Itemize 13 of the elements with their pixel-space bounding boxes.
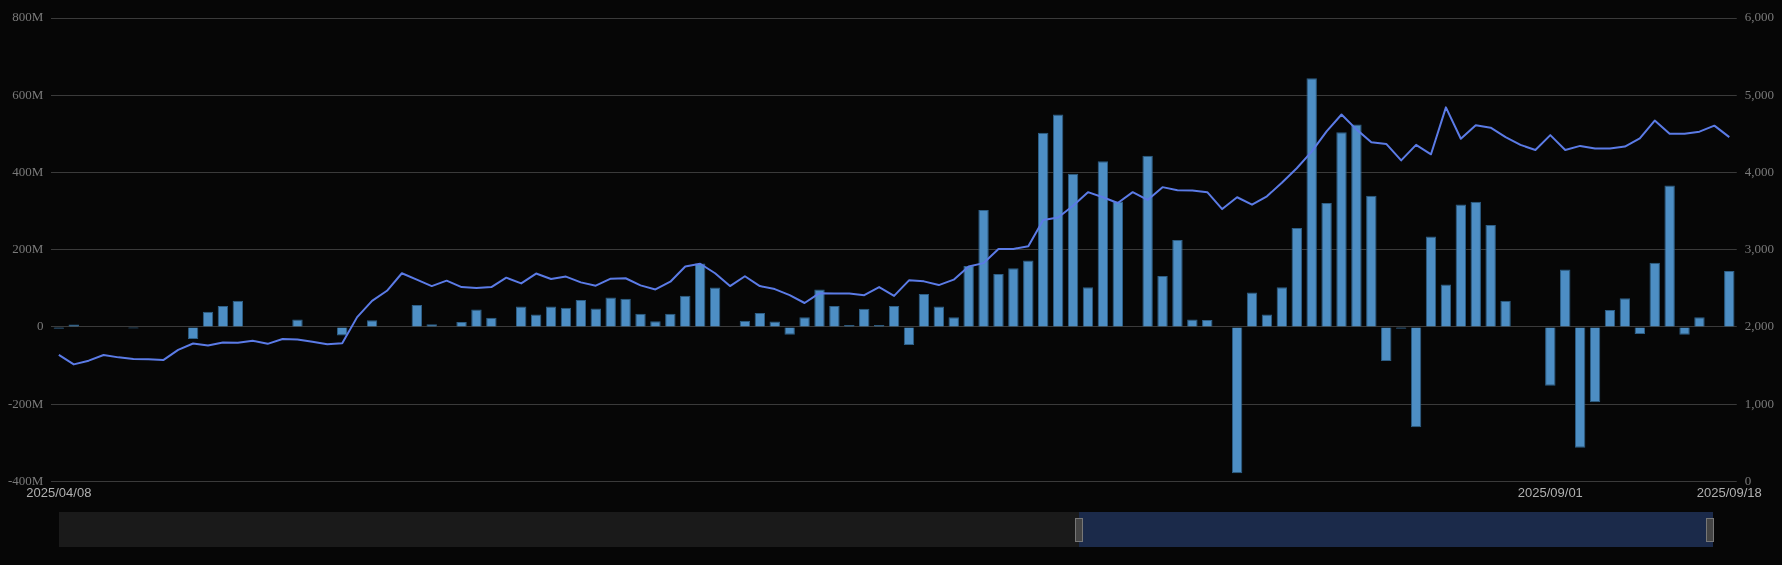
y-tick-label: -200M <box>8 395 44 411</box>
y2-tick-label: 6,000 <box>1744 9 1774 25</box>
x-tick-label: 2025/09/01 <box>1517 484 1583 500</box>
y2-tick-label: 2,000 <box>1744 318 1774 334</box>
y-tick-label: 600M <box>12 86 44 102</box>
y2-tick-label: 1,000 <box>1744 395 1774 411</box>
y2-tick-label: 4,000 <box>1744 163 1774 179</box>
y-tick-label: 0 <box>36 318 44 334</box>
y2-tick-label: 5,000 <box>1744 86 1774 102</box>
y2-tick-label: 3,000 <box>1744 241 1774 257</box>
y-tick-label: 400M <box>12 163 44 179</box>
y-tick-label: 800M <box>12 9 44 25</box>
y-tick-label: 200M <box>12 241 44 257</box>
